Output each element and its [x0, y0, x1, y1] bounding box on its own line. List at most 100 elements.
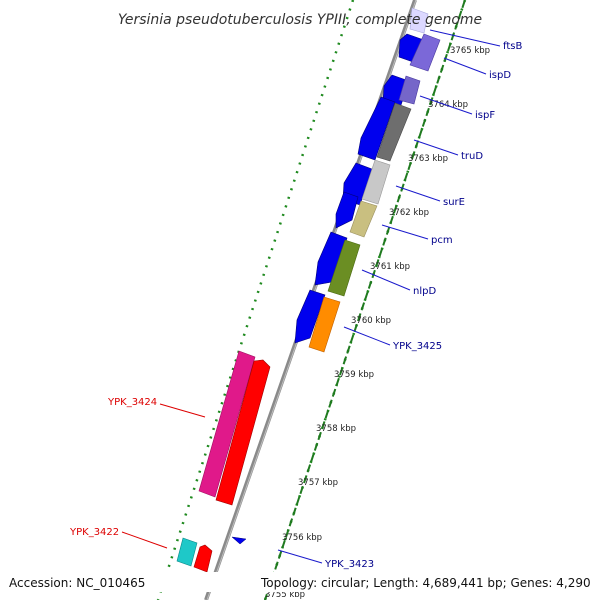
scale-tick: [439, 64, 445, 73]
scale-tick: [346, 345, 351, 354]
scale-tick: [382, 237, 387, 246]
scale-label-3757: 3757 kbp: [298, 478, 338, 488]
gene-arrow-forward[interactable]: [294, 289, 326, 344]
scale-label-3756: 3756 kbp: [282, 533, 322, 543]
leader-lines-forward: [277, 29, 501, 564]
scale-tick: [317, 431, 322, 441]
gene-arrow-forward[interactable]: [314, 231, 348, 286]
scale-label-3763: 3763 kbp: [408, 154, 448, 164]
scale-tick: [425, 107, 430, 117]
gene-arrow-forward[interactable]: [357, 96, 396, 161]
scale-tick: [411, 151, 416, 160]
gene-YPK_3424-red[interactable]: [215, 359, 271, 506]
gene-nlpD[interactable]: [327, 239, 361, 297]
scale-tick: [389, 215, 394, 225]
scale-tick: [400, 183, 405, 192]
scale-tick: [328, 399, 333, 408]
gene-label-nlpD[interactable]: nlpD: [413, 286, 436, 297]
scale-tick: [432, 86, 438, 95]
scale-tick: [403, 172, 409, 181]
scale-tick: [360, 302, 366, 311]
scale-ticks: [263, 0, 466, 600]
gene-ispD[interactable]: [409, 33, 441, 72]
scale-label-3758: 3758 kbp: [316, 424, 356, 434]
outer-dotted-guide: [156, 0, 355, 600]
scale-tick: [429, 97, 434, 106]
gene-ispF[interactable]: [398, 75, 421, 105]
scale-tick: [263, 593, 268, 600]
scale-tick: [457, 10, 463, 19]
map-title: Yersinia pseudotuberculosis YPIII, compl…: [118, 12, 482, 28]
scale-tick: [285, 529, 290, 538]
scale-label-3760: 3760 kbp: [351, 316, 391, 326]
scale-tick: [393, 205, 398, 214]
gene-YPK_3425[interactable]: [308, 296, 341, 353]
gene-label-YPK_3424[interactable]: YPK_3424: [107, 397, 157, 408]
gene-label-YPK_3425[interactable]: YPK_3425: [392, 341, 442, 352]
gene-label-YPK_3422[interactable]: YPK_3422: [69, 527, 119, 538]
leader-lines-reverse: [121, 403, 206, 549]
scale-tick: [357, 313, 362, 322]
scale-tick: [310, 453, 315, 462]
topology-text: Topology: circular; Length: 4,689,441 bp…: [260, 576, 591, 590]
scale-label-3762: 3762 kbp: [389, 208, 429, 218]
scale-tick: [407, 161, 412, 171]
gene-YPK_3422-red[interactable]: [193, 544, 213, 573]
gene-label-ispF[interactable]: ispF: [475, 110, 495, 121]
scale-tick: [288, 518, 294, 527]
scale-tick: [418, 129, 423, 138]
scale-tick: [342, 356, 348, 365]
scale-tick: [454, 21, 459, 30]
scale-label-3761: 3761 kbp: [370, 262, 410, 272]
scale-tick: [303, 475, 308, 484]
scale-tick: [321, 421, 326, 430]
gene-label-pcm[interactable]: pcm: [431, 235, 453, 246]
scale-tick: [299, 485, 304, 495]
scale-tick: [414, 140, 420, 149]
scale-label-3759: 3759 kbp: [334, 370, 374, 380]
gene-label-YPK_3423[interactable]: YPK_3423: [324, 559, 374, 570]
scale-label-3765: 3765 kbp: [450, 46, 490, 56]
gene-ftsB[interactable]: [409, 7, 429, 34]
scale-tick: [367, 280, 373, 289]
scale-tick: [443, 53, 448, 63]
scale-tick: [306, 464, 312, 473]
gene-arrow-forward[interactable]: [335, 191, 359, 229]
scale-tick: [353, 323, 358, 333]
gene-YPK_3422-cyan[interactable]: [176, 537, 198, 567]
scale-tick: [339, 367, 344, 376]
scale-tick: [378, 248, 384, 257]
scale-tick: [396, 194, 402, 203]
scale-tick: [371, 269, 376, 279]
scale-tick: [295, 496, 301, 505]
inner-dotted-guide: [263, 0, 467, 600]
scale-tick: [313, 442, 319, 451]
scale-tick: [461, 0, 466, 9]
scale-label-3755: 3755 kbp: [265, 590, 305, 600]
scale-tick: [421, 118, 427, 127]
gene-label-ispD[interactable]: ispD: [489, 70, 511, 81]
gene-YPK_3423-arrow[interactable]: [231, 536, 247, 545]
scale-tick: [385, 226, 391, 235]
footer-background: [0, 572, 600, 592]
gene-truD[interactable]: [376, 102, 412, 162]
scale-tick: [292, 507, 297, 516]
gene-pcm[interactable]: [349, 200, 378, 238]
scale-tick: [375, 259, 380, 268]
scale-tick: [331, 388, 337, 397]
gene-YPK_3424-pink[interactable]: [198, 350, 256, 498]
scale-tick: [447, 43, 452, 52]
gene-label-ftsB[interactable]: ftsB: [503, 41, 522, 52]
gene-label-truD[interactable]: truD: [461, 151, 483, 162]
scale-tick: [436, 75, 441, 84]
scale-tick: [450, 32, 456, 41]
scale-tick: [274, 561, 279, 570]
scale-tick: [281, 539, 286, 549]
gene-surE[interactable]: [361, 159, 391, 205]
scale-label-3764: 3764 kbp: [428, 100, 468, 110]
gene-label-surE[interactable]: surE: [443, 197, 465, 208]
accession-text: Accession: NC_010465: [9, 576, 145, 590]
scale-tick: [277, 550, 283, 559]
